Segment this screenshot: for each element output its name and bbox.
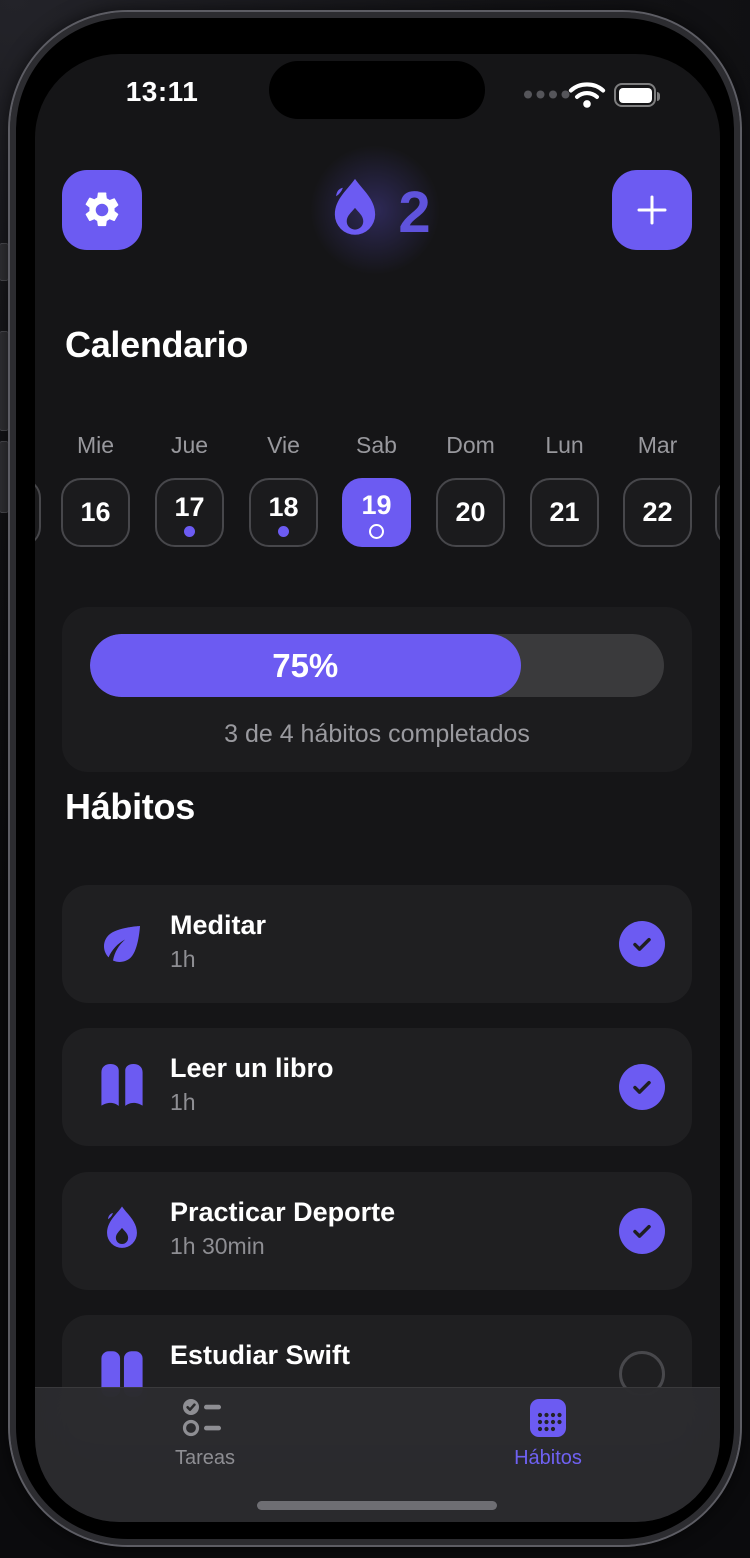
day-label: Sab xyxy=(356,432,397,458)
day-number: 18 xyxy=(268,492,299,522)
calendar-icon xyxy=(530,1399,566,1437)
streak-count: 2 xyxy=(398,179,431,245)
habit-name: Meditar xyxy=(170,910,267,940)
day-label: Lun xyxy=(545,432,584,458)
habit-name: Estudiar Swift xyxy=(170,1340,351,1370)
day-cell[interactable]: 21 xyxy=(530,478,599,547)
volume-up-button[interactable] xyxy=(0,331,8,431)
habit-name: Leer un libro xyxy=(170,1053,334,1083)
day-number: 20 xyxy=(455,497,486,527)
phone-frame: 13:11 xyxy=(8,10,742,1547)
habit-check-toggle[interactable] xyxy=(619,1064,665,1110)
status-time: 13:11 xyxy=(125,76,199,107)
day-cell[interactable]: 20 xyxy=(436,478,505,547)
add-button[interactable] xyxy=(612,170,692,250)
progress-caption: 3 de 4 hábitos completados xyxy=(224,720,530,748)
day-cell[interactable]: 18 xyxy=(249,478,318,547)
checklist-icon xyxy=(182,1399,221,1437)
battery-icon xyxy=(614,83,660,107)
habit-duration: 1h xyxy=(170,946,196,972)
section-title-calendario: Calendario xyxy=(65,324,249,365)
habit-card[interactable]: Practicar Deporte 1h 30min xyxy=(62,1172,692,1290)
action-button[interactable] xyxy=(0,243,8,281)
day-cell[interactable]: 22 xyxy=(623,478,692,547)
day-label: Mar xyxy=(637,432,678,458)
day-label: Dom xyxy=(446,432,495,458)
habit-card[interactable]: Leer un libro 1h xyxy=(62,1028,692,1146)
tab-tareas[interactable]: Tareas xyxy=(125,1396,285,1470)
check-icon xyxy=(633,937,651,951)
day-number: 17 xyxy=(174,492,205,522)
day-cell[interactable]: 16 xyxy=(61,478,130,547)
tab-label: Tareas xyxy=(174,1447,236,1469)
day-dot xyxy=(184,526,195,537)
day-number: 16 xyxy=(80,497,111,527)
dynamic-island xyxy=(269,61,485,119)
day-label: Mie xyxy=(76,432,115,458)
wifi-icon xyxy=(568,82,606,108)
screen: 13:11 xyxy=(35,54,720,1522)
tab-bar: Tareas Hábitos xyxy=(35,1387,720,1522)
habit-card[interactable]: Meditar 1h xyxy=(62,885,692,1003)
streak-counter: 2 xyxy=(35,166,720,258)
habit-duration: 1h xyxy=(170,1089,196,1115)
volume-down-button[interactable] xyxy=(0,441,8,513)
habit-duration: 1h 30min xyxy=(170,1233,265,1259)
tab-habitos[interactable]: Hábitos xyxy=(468,1396,628,1470)
progress-percent: 75% xyxy=(272,646,339,684)
leaf-icon xyxy=(92,914,152,974)
day-dot xyxy=(278,526,289,537)
flame-icon xyxy=(92,1201,152,1261)
books-icon xyxy=(92,1344,152,1404)
day-number: 22 xyxy=(642,497,673,527)
day-cell-partial[interactable] xyxy=(35,478,41,547)
today-ring xyxy=(369,524,384,539)
day-cell-selected[interactable]: 19 xyxy=(342,478,411,547)
cellular-icon xyxy=(524,90,570,99)
day-label: Jue xyxy=(170,432,209,458)
day-number: 19 xyxy=(361,490,392,520)
day-cell[interactable]: 17 xyxy=(155,478,224,547)
habit-check-toggle[interactable] xyxy=(619,1208,665,1254)
progress-track: 75% xyxy=(90,634,664,697)
plus-icon xyxy=(637,195,667,225)
day-number: 21 xyxy=(549,497,580,527)
gear-icon xyxy=(85,192,119,227)
streak-flame-icon xyxy=(335,178,376,235)
home-indicator[interactable] xyxy=(257,1501,497,1510)
section-title-habitos: Hábitos xyxy=(65,786,195,827)
open-book-icon xyxy=(92,1057,152,1117)
check-icon xyxy=(633,1224,651,1238)
check-icon xyxy=(633,1080,651,1094)
day-label: Vie xyxy=(267,432,300,458)
progress-card: 75% 3 de 4 hábitos completados xyxy=(62,607,692,772)
habit-name: Practicar Deporte xyxy=(170,1197,396,1227)
settings-button[interactable] xyxy=(62,170,142,250)
progress-fill: 75% xyxy=(90,634,521,697)
tab-label: Hábitos xyxy=(514,1447,582,1469)
habit-check-toggle[interactable] xyxy=(619,921,665,967)
day-cell-partial[interactable] xyxy=(715,478,720,547)
